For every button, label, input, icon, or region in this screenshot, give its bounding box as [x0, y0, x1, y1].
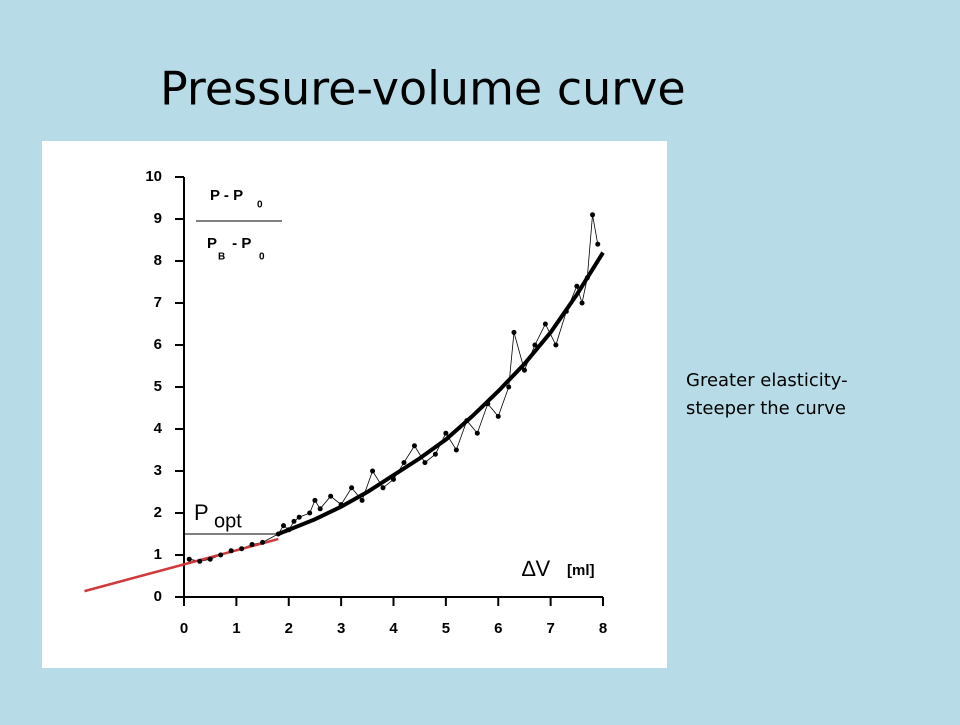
point [359, 497, 365, 503]
point [584, 275, 590, 281]
popt-label: P [194, 500, 209, 525]
point [432, 451, 438, 457]
point [186, 556, 192, 562]
point [553, 342, 559, 348]
y-label-text: 0 [259, 252, 265, 263]
point [453, 447, 459, 453]
y-label-text: B [218, 252, 225, 263]
x-label: ∆V [522, 556, 550, 581]
point [485, 401, 491, 407]
y-tick-label: 3 [154, 462, 162, 479]
x-tick-label: 2 [285, 620, 293, 637]
x-tick-label: 6 [494, 620, 502, 637]
point [464, 418, 470, 424]
y-tick-label: 4 [154, 420, 163, 437]
x-tick-label: 7 [546, 620, 554, 637]
x-tick-label: 0 [180, 620, 188, 637]
point [532, 342, 538, 348]
x-tick-label: 8 [599, 620, 607, 637]
y-tick-label: 2 [154, 504, 162, 521]
point [595, 241, 601, 247]
y-tick-label: 5 [154, 378, 162, 395]
point [286, 527, 292, 533]
y-tick-label: 1 [154, 546, 162, 563]
point [474, 430, 480, 436]
point [296, 514, 302, 520]
point [228, 548, 234, 554]
y-label-text: P - P [210, 187, 243, 204]
point [511, 329, 517, 335]
point [312, 497, 318, 503]
y-tick-label: 0 [154, 588, 162, 605]
x-tick-label: 1 [232, 620, 240, 637]
popt-label: opt [214, 510, 242, 532]
note: steeper the curve [686, 398, 846, 419]
y-label-text: 0 [257, 200, 263, 211]
y-tick-label: 9 [154, 210, 162, 227]
point [506, 384, 512, 390]
point [542, 321, 548, 327]
y-tick-label: 6 [154, 336, 162, 353]
y-label-text: P [207, 235, 217, 252]
x-tick-label: 5 [442, 620, 450, 637]
y-tick-label: 7 [154, 294, 162, 311]
point [328, 493, 334, 499]
x-tick-label: 3 [337, 620, 345, 637]
y-tick-label: 10 [145, 168, 162, 185]
x-label: [ml] [567, 562, 595, 579]
point [338, 502, 344, 508]
point [579, 300, 585, 306]
point [260, 539, 266, 545]
y-label-text: - P [228, 235, 251, 252]
point [197, 558, 203, 564]
note: Greater elasticity- [686, 370, 848, 391]
point [521, 367, 527, 373]
point [563, 308, 569, 314]
point [370, 468, 376, 474]
point [281, 523, 287, 529]
point [317, 506, 323, 512]
point [207, 556, 213, 562]
point [291, 518, 297, 524]
x-tick-label: 4 [389, 620, 398, 637]
tangent-line [84, 537, 279, 593]
point [249, 542, 255, 547]
point [574, 283, 580, 289]
point [422, 460, 428, 466]
point [349, 485, 355, 491]
point [411, 443, 417, 449]
point [275, 531, 281, 537]
point [495, 413, 501, 419]
point [401, 460, 407, 466]
point [391, 476, 396, 482]
point [307, 510, 313, 516]
chart-panel [42, 141, 667, 668]
point [380, 485, 386, 491]
point [239, 546, 245, 552]
slide-title: Pressure-volume curve [160, 62, 686, 116]
point [218, 552, 224, 558]
point [443, 430, 449, 436]
point [590, 212, 596, 218]
y-tick-label: 8 [154, 252, 162, 269]
y-label: P - P 0 P B - P 0 [196, 187, 282, 263]
